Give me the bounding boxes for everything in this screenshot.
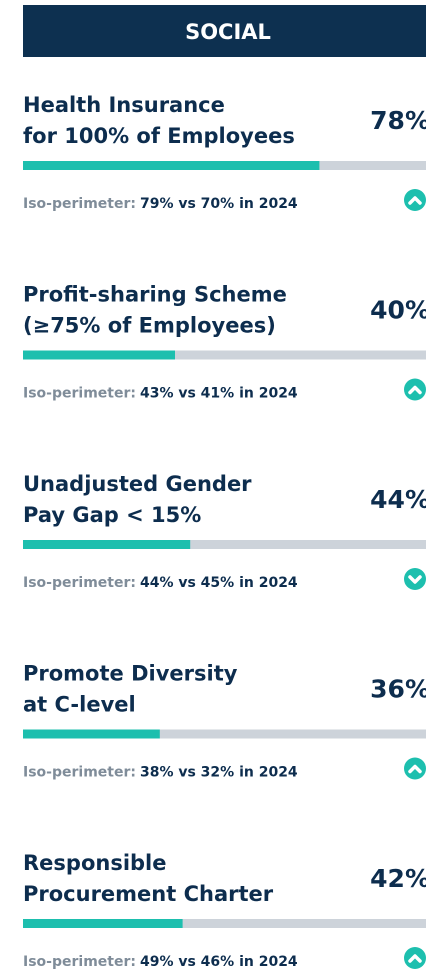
note: Iso-perimeter: 44% vs 45% in 2024	[23, 575, 298, 591]
note-value: 44% vs 45% in 2024	[140, 575, 298, 591]
note-value: 43% vs 41% in 2024	[140, 386, 298, 402]
item-value: 44%	[370, 485, 426, 514]
note: Iso-perimeter: 38% vs 32% in 2024	[23, 765, 298, 781]
item-value: 42%	[370, 864, 426, 893]
note-label: Iso-perimeter:	[23, 954, 136, 970]
note-label: Iso-perimeter:	[23, 765, 136, 781]
item-value: 40%	[370, 296, 426, 325]
item-title: Profit-sharing Scheme	[23, 283, 287, 307]
note: Iso-perimeter: 43% vs 41% in 2024	[23, 386, 298, 402]
note-label: Iso-perimeter:	[23, 575, 136, 591]
item-title: Promote Diversity	[23, 662, 238, 686]
bar	[23, 540, 191, 549]
bar	[23, 350, 175, 360]
item-value: 36%	[370, 675, 426, 704]
trend-chevron	[408, 575, 422, 584]
bar-track	[23, 350, 426, 360]
bar	[23, 161, 320, 170]
trend-chevron	[408, 954, 422, 963]
note: Iso-perimeter: 79% vs 70% in 2024	[23, 196, 298, 212]
item-title: (≥75% of Employees)	[23, 314, 276, 338]
item-title: Unadjusted Gender	[23, 472, 252, 496]
trend-chevron	[408, 196, 422, 205]
note-value: 49% vs 46% in 2024	[140, 954, 298, 970]
item-title: Pay Gap < 15%	[23, 503, 201, 527]
item-title: Responsible	[23, 851, 167, 875]
note: Iso-perimeter: 49% vs 46% in 2024	[23, 954, 298, 970]
note-value: 38% vs 32% in 2024	[140, 765, 298, 781]
bar	[23, 729, 160, 739]
trend-chevron	[408, 764, 422, 774]
note-label: Iso-perimeter:	[23, 386, 136, 402]
bar-track	[23, 540, 426, 549]
item-title: for 100% of Employees	[23, 124, 295, 148]
trend-icon	[404, 568, 426, 590]
bar-track	[23, 919, 426, 928]
bar-track	[23, 729, 426, 739]
item-value: 78%	[370, 106, 426, 135]
item-title: Procurement Charter	[23, 882, 274, 906]
bar	[23, 919, 183, 928]
header-bg	[23, 5, 426, 57]
trend-chevron	[408, 385, 422, 395]
item-title: at C-level	[23, 693, 136, 717]
note-label: Iso-perimeter:	[23, 196, 136, 212]
note-value: 79% vs 70% in 2024	[140, 196, 298, 212]
header-title: SOCIAL	[185, 20, 271, 44]
item-title: Health Insurance	[23, 93, 225, 117]
